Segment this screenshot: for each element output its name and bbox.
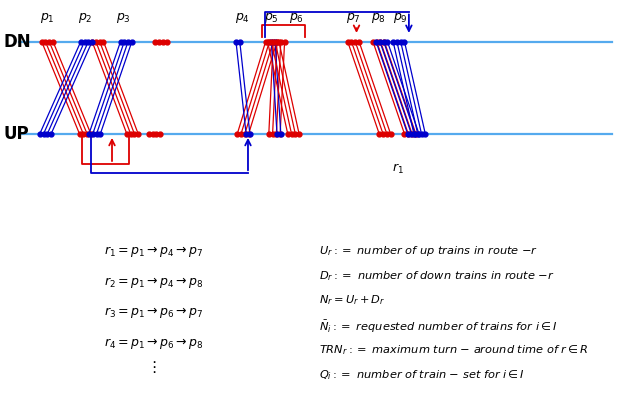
Text: $p_6$: $p_6$: [289, 12, 304, 25]
Text: $N_r = U_r+D_r$: $N_r = U_r+D_r$: [319, 294, 385, 307]
Text: UP: UP: [3, 125, 29, 143]
Text: DN: DN: [3, 33, 31, 51]
Text: $p_1$: $p_1$: [40, 12, 55, 25]
Text: $r_1$: $r_1$: [392, 162, 403, 176]
Text: $p_9$: $p_9$: [393, 12, 408, 25]
Text: $p_7$: $p_7$: [346, 12, 361, 25]
Text: $\vdots$: $\vdots$: [146, 359, 156, 375]
Text: $\bar{N}_i :=$ requested number of trains for $i \in I$: $\bar{N}_i :=$ requested number of train…: [319, 318, 557, 335]
Text: $p_8$: $p_8$: [371, 12, 386, 25]
Text: $U_r :=$ number of up trains in route $- r$: $U_r :=$ number of up trains in route $-…: [319, 244, 538, 258]
Text: $r_2 = p_1 \rightarrow p_4 \rightarrow p_8$: $r_2 = p_1 \rightarrow p_4 \rightarrow p…: [104, 275, 204, 289]
Text: $p_5$: $p_5$: [264, 12, 279, 25]
Text: $p_3$: $p_3$: [115, 12, 131, 25]
Text: $r_3 = p_1 \rightarrow p_6 \rightarrow p_7$: $r_3 = p_1 \rightarrow p_6 \rightarrow p…: [104, 305, 204, 320]
Text: $Q_i :=$ number of train $-$ set for $i \in I$: $Q_i :=$ number of train $-$ set for $i …: [319, 368, 524, 382]
Text: $r_4 = p_1 \rightarrow p_6 \rightarrow p_8$: $r_4 = p_1 \rightarrow p_6 \rightarrow p…: [104, 336, 204, 351]
Text: $p_2$: $p_2$: [78, 12, 93, 25]
Text: $r_1 = p_1 \rightarrow p_4 \rightarrow p_7$: $r_1 = p_1 \rightarrow p_4 \rightarrow p…: [104, 244, 204, 259]
Text: $D_r :=$ number of down trains in route $- r$: $D_r :=$ number of down trains in route …: [319, 269, 555, 283]
Text: $TRN_r :=$ maximum turn $-$ around time of $r \in R$: $TRN_r :=$ maximum turn $-$ around time …: [319, 343, 588, 357]
Text: $p_4$: $p_4$: [235, 12, 251, 25]
